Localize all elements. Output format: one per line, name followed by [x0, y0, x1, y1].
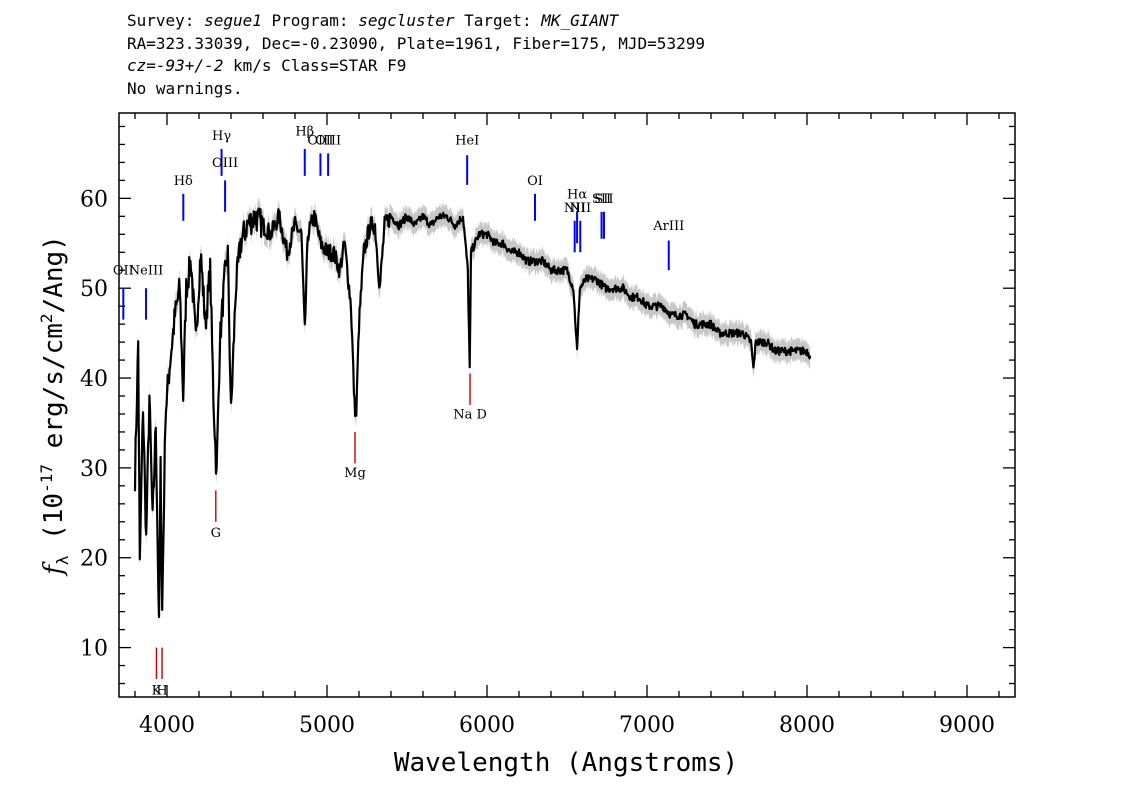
header-survey-value: segue1 [204, 11, 262, 30]
emission-line-label-8: HeI [455, 133, 479, 148]
y-axis-label: fλ (10-17 erg/s/cm2/Ang) [37, 235, 72, 577]
header-survey-key: Survey: [127, 11, 205, 30]
y-label-exponent-2: 2 [37, 313, 56, 323]
absorption-line-label-1: H [156, 683, 167, 698]
emission-line-label-7: OIII [315, 133, 341, 148]
emission-line-label-12: NII [569, 201, 591, 216]
y-tick-label-60: 60 [80, 187, 108, 212]
y-label-per-ang: /Ang) [39, 235, 69, 313]
emission-line-label-11: Hα [567, 187, 587, 202]
header-redshift: cz=-93+/-2 [127, 56, 224, 75]
absorption-line-label-4: Na D [453, 407, 487, 422]
y-tick-label-50: 50 [80, 277, 108, 302]
emission-line-label-9: OI [527, 174, 543, 189]
header-program-value: segcluster [358, 11, 455, 30]
header-target-value: MK_GIANT [541, 11, 619, 30]
x-axis-label: Wavelength (Angstroms) [394, 748, 738, 778]
y-label-lambda: λ [53, 555, 72, 565]
header-line-4: No warnings. [127, 78, 243, 98]
y-tick-label-10: 10 [80, 637, 108, 662]
axes: 4000 5000 6000 7000 8000 9000 10 20 30 40 50 60 [80, 112, 1016, 738]
spectrum-header: Survey: segue1 Program: segcluster Targe… [127, 10, 705, 100]
y-label-power: (10 [39, 493, 69, 556]
header-line-2: RA=323.33039, Dec=-0.23090, Plate=1961, … [127, 33, 705, 53]
emission-line-label-1: NeIII [129, 264, 163, 279]
emission-line-label-2: Hδ [174, 174, 193, 189]
x-tick-label-8000: 8000 [779, 713, 835, 738]
absorption-line-label-2: G [211, 526, 221, 541]
flux-line [133, 207, 812, 619]
emission-line-label-15: ArIII [652, 219, 684, 234]
y-tick-label-20: 20 [80, 547, 108, 572]
header-class: km/s Class=STAR F9 [223, 56, 407, 75]
y-label-units: erg/s/cm [39, 323, 69, 464]
y-label-exponent: -17 [37, 464, 56, 493]
header-line-3: cz=-93+/-2 km/s Class=STAR F9 [127, 55, 705, 78]
y-tick-label-40: 40 [80, 367, 108, 392]
absorption-line-label-3: Mg [344, 466, 366, 481]
header-line-1: Survey: segue1 Program: segcluster Targe… [127, 10, 705, 33]
y-tick-label-30: 30 [80, 457, 108, 482]
emission-line-label-0: OII [113, 264, 134, 279]
emission-line-label-4: OIII [212, 156, 238, 171]
emission-line-label-13: SII [592, 192, 611, 207]
x-tick-label-7000: 7000 [619, 713, 675, 738]
x-tick-label-5000: 5000 [299, 713, 355, 738]
header-program-key: Program: [261, 11, 359, 30]
flux-series [133, 207, 812, 619]
emission-line-label-6: OIII [307, 133, 333, 148]
emission-line-label-3: Hγ [212, 129, 231, 144]
x-tick-label-6000: 6000 [459, 713, 515, 738]
x-tick-label-4000: 4000 [139, 713, 195, 738]
absorption-line-label-0: K [152, 683, 162, 698]
plot-frame [118, 112, 1016, 698]
emission-line-label-5: Hβ [295, 124, 314, 139]
header-target-key: Target: [454, 11, 542, 30]
x-tick-label-9000: 9000 [939, 713, 995, 738]
emission-line-label-14: SII [594, 192, 613, 207]
emission-line-label-10: NII [564, 201, 586, 216]
